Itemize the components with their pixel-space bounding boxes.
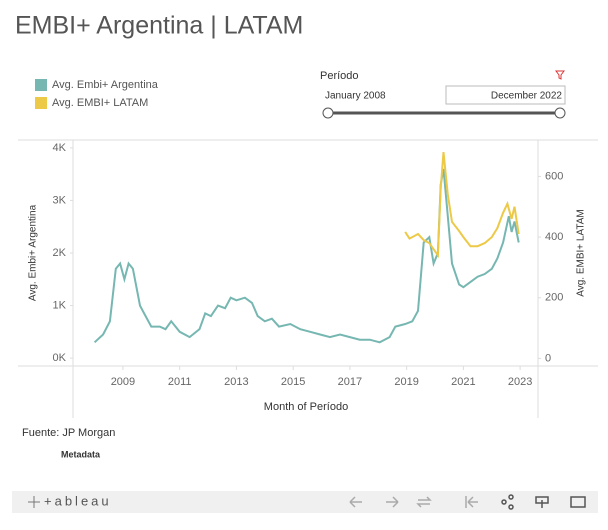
y2-tick-label: 400	[545, 231, 563, 243]
y2-tick-label: 200	[545, 292, 563, 304]
y2-tick-label: 600	[545, 170, 563, 182]
x-axis-title: Month of Período	[264, 401, 348, 413]
y2-tick-label: 0	[545, 352, 551, 364]
legend-label: Avg. Embi+ Argentina	[52, 79, 159, 91]
x-tick-label: 2011	[168, 376, 192, 388]
title: EMBI+ Argentina | LATAM	[15, 12, 303, 40]
revert[interactable]	[416, 496, 432, 508]
clear-filter-icon[interactable]	[555, 70, 565, 80]
y-axis-title: Avg. Embi+ Argentina	[28, 204, 39, 301]
x-tick-label: 2009	[111, 376, 135, 388]
redo[interactable]	[386, 496, 399, 508]
y2-axis-title: Avg. EMBI+ LATAM	[576, 209, 587, 297]
tableau-logo[interactable]: +ableau	[44, 493, 112, 508]
x-tick-label: 2015	[281, 376, 305, 388]
y-tick-label: 4K	[53, 142, 67, 154]
filter-end[interactable]: December 2022	[491, 91, 563, 102]
y-tick-label: 1K	[53, 299, 67, 311]
fullscreen[interactable]	[570, 496, 586, 508]
x-tick-label: 2023	[508, 376, 532, 388]
filter-start[interactable]: January 2008	[325, 91, 386, 102]
y-tick-label: 2K	[53, 247, 67, 259]
filter-end-box[interactable]	[445, 85, 566, 105]
x-tick-label: 2017	[338, 376, 362, 388]
legend-swatch	[35, 97, 47, 109]
series-line	[93, 168, 520, 344]
series-line	[404, 151, 520, 259]
chart-frame	[18, 139, 598, 418]
slider-handle[interactable]	[322, 107, 334, 119]
source: Fuente: JP Morgan	[22, 427, 115, 439]
tableau-logo-icon	[28, 496, 40, 508]
x-tick-label: 2019	[394, 376, 418, 388]
legend-swatch	[35, 79, 47, 91]
legend: Avg. Embi+ Argentina Avg. EMBI+ LATAM	[35, 79, 159, 109]
slider-handle[interactable]	[554, 107, 566, 119]
metadata[interactable]: Metadata	[61, 449, 101, 459]
download[interactable]	[535, 496, 549, 508]
filter-label: Período	[320, 70, 359, 82]
toolbar-icons	[349, 494, 586, 510]
x-tick-label: 2021	[451, 376, 475, 388]
y-tick-label: 3K	[53, 194, 67, 206]
reset[interactable]	[465, 496, 478, 508]
legend-label: Avg. EMBI+ LATAM	[52, 97, 148, 109]
undo[interactable]	[349, 496, 362, 508]
y-tick-label: 0K	[53, 352, 67, 364]
toolbar	[12, 491, 598, 513]
plot: 0K 1K 2K 3K 4K 0 200 400 600 2009 2011 2013 2015 2017…	[53, 142, 564, 388]
x-tick-label: 2013	[224, 376, 248, 388]
